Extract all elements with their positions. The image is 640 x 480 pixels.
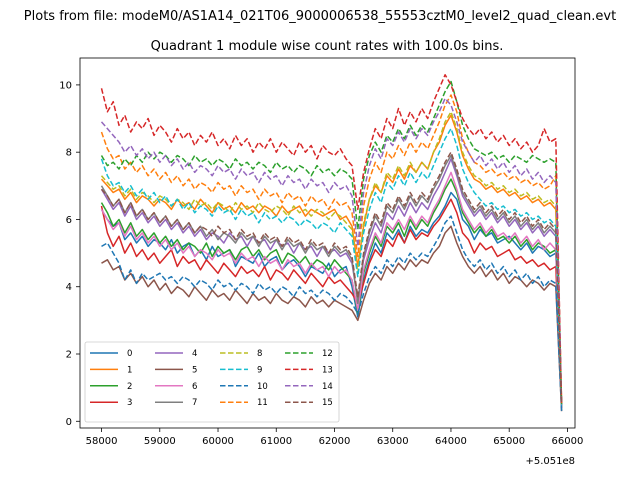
legend-label-10: 10 — [257, 382, 268, 392]
x-tick-label: 59000 — [144, 436, 176, 447]
x-tick-label: 64000 — [435, 436, 467, 447]
legend-label-14: 14 — [322, 382, 333, 392]
legend-label-12: 12 — [322, 349, 333, 359]
x-offset-label: +5.051e8 — [525, 456, 575, 467]
series-line-14 — [100, 97, 563, 405]
series-line-3 — [100, 198, 563, 408]
series-line-11 — [100, 94, 563, 405]
plot-frame — [79, 57, 576, 429]
legend-label-11: 11 — [257, 398, 268, 408]
x-tick-label: 61000 — [260, 436, 292, 447]
x-tick-label: 66000 — [552, 436, 584, 447]
series-line-6 — [100, 171, 563, 408]
legend-label-2: 2 — [127, 382, 132, 392]
x-tick-label: 60000 — [202, 436, 234, 447]
x-tick-label: 65000 — [493, 436, 525, 447]
x-tick-label: 62000 — [319, 436, 351, 447]
series-line-12 — [100, 80, 563, 405]
legend-box — [84, 341, 340, 423]
y-tick-label: 4 — [66, 282, 72, 293]
legend-label-4: 4 — [192, 349, 197, 359]
series-line-7 — [100, 154, 563, 405]
chart-title: Quadrant 1 module wise count rates with … — [151, 39, 504, 54]
ticks-layer: 58000 59000 60000 61000 62000 63000 64000 65000… — [59, 80, 583, 447]
y-tick-label: 0 — [66, 417, 72, 428]
series-line-9 — [100, 127, 563, 408]
legend-label-8: 8 — [257, 349, 262, 359]
series-line-5 — [101, 225, 563, 412]
y-tick-label: 6 — [66, 215, 72, 226]
figure-suptitle: Plots from file: modeM0/AS1A14_021T06_90… — [24, 9, 616, 24]
series-layer — [100, 74, 563, 412]
legend-label-7: 7 — [192, 398, 197, 408]
series-line-2 — [100, 178, 563, 408]
legend-label-15: 15 — [322, 398, 333, 408]
x-tick-label: 58000 — [86, 436, 118, 447]
series-line-10 — [101, 215, 563, 412]
x-tick-label: 63000 — [377, 436, 409, 447]
legend-label-0: 0 — [127, 349, 132, 359]
y-tick-label: 10 — [59, 80, 72, 91]
y-tick-label: 2 — [66, 350, 72, 361]
legend-label-6: 6 — [192, 382, 197, 392]
legend-label-3: 3 — [127, 398, 132, 408]
series-line-13 — [100, 74, 563, 405]
legend-label-9: 9 — [257, 365, 262, 375]
legend-label-5: 5 — [192, 365, 197, 375]
y-tick-label: 8 — [66, 148, 72, 159]
legend-label-1: 1 — [127, 365, 132, 375]
legend-label-13: 13 — [322, 365, 333, 375]
